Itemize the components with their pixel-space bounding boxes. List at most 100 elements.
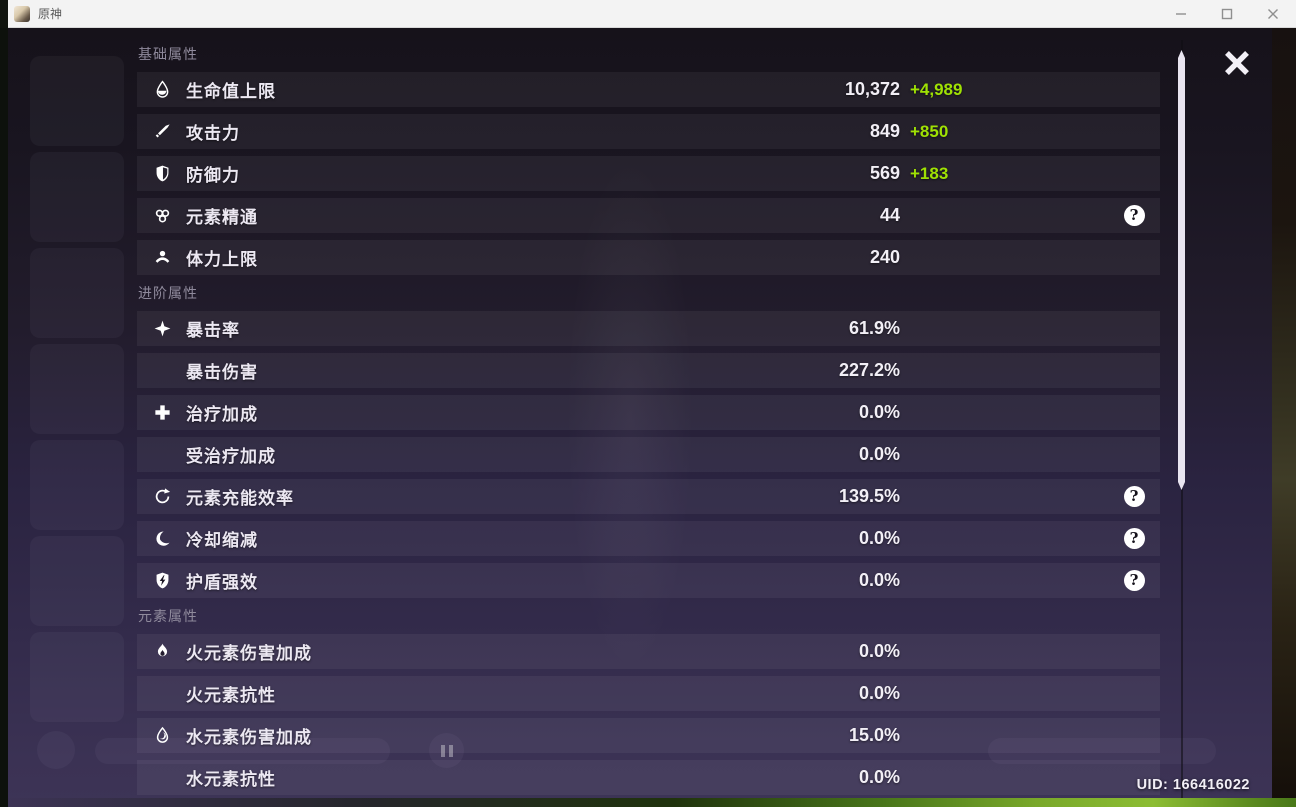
game-background — [8, 28, 1296, 807]
no-icon — [151, 444, 173, 466]
uid-label: UID: 166416022 — [1136, 777, 1250, 793]
crit-rate-icon — [151, 318, 173, 340]
stat-label: 元素精通 — [186, 208, 258, 227]
no-icon — [151, 360, 173, 382]
background-avatar-card — [30, 248, 124, 338]
stat-row: 元素精通 44 ? — [137, 198, 1160, 233]
atk-icon — [151, 121, 173, 143]
stat-value: 139.5% — [838, 486, 900, 506]
close-icon — [1225, 51, 1249, 75]
stat-value: 0.0% — [858, 402, 900, 422]
stat-label: 治疗加成 — [186, 405, 258, 424]
window-close-icon — [1268, 8, 1278, 19]
stat-value: 0.0% — [858, 641, 900, 661]
background-avatar-card — [30, 632, 124, 722]
stat-value: 0.0% — [858, 683, 900, 703]
stat-label: 攻击力 — [186, 124, 240, 143]
stat-label: 元素充能效率 — [186, 489, 294, 508]
stat-value: 61.9% — [848, 318, 900, 338]
maximize-icon — [1221, 8, 1233, 19]
section-base-rows: 生命值上限 10,372 +4,989 攻击力 849 +850 防御力 569… — [137, 72, 1160, 275]
background-avatar-card — [30, 344, 124, 434]
stat-label: 暴击率 — [186, 321, 240, 340]
background-avatar-card — [30, 56, 124, 146]
background-avatar-card — [30, 152, 124, 242]
no-icon — [151, 683, 173, 705]
stat-row: 攻击力 849 +850 — [137, 114, 1160, 149]
stat-row: 体力上限 240 — [137, 240, 1160, 275]
hydro-icon — [151, 725, 173, 747]
stat-row: 冷却缩减 0.0% ? — [137, 521, 1160, 556]
stamina-icon — [151, 247, 173, 269]
section-title-base: 基础属性 — [138, 46, 198, 62]
help-icon[interactable]: ? — [1123, 486, 1145, 507]
stat-value: 227.2% — [838, 360, 900, 380]
stat-label: 冷却缩减 — [186, 531, 258, 550]
stat-value: 849 — [869, 121, 900, 141]
stat-row: 防御力 569 +183 — [137, 156, 1160, 191]
app-icon — [14, 5, 30, 22]
window-close-button[interactable] — [1250, 0, 1296, 28]
left-edge-strip — [0, 28, 8, 807]
background-button — [37, 731, 75, 769]
elemental-mastery-icon — [151, 205, 173, 227]
stat-bonus: +850 — [910, 121, 949, 141]
stat-row: 护盾强效 0.0% ? — [137, 563, 1160, 598]
stat-value: 15.0% — [848, 725, 900, 745]
stat-label: 生命值上限 — [186, 82, 276, 101]
no-icon — [151, 767, 173, 789]
stat-row: 火元素抗性 0.0% — [137, 676, 1160, 711]
help-icon[interactable]: ? — [1123, 528, 1145, 549]
stat-label: 暴击伤害 — [186, 363, 258, 382]
stat-row: 水元素伤害加成 15.0% — [137, 718, 1160, 753]
stat-value: 569 — [869, 163, 900, 183]
energy-recharge-icon — [151, 486, 173, 508]
stat-bonus: +4,989 — [910, 79, 963, 99]
section-title-advanced: 进阶属性 — [138, 285, 198, 301]
stat-row: 治疗加成 0.0% — [137, 395, 1160, 430]
minimize-icon — [1176, 12, 1186, 15]
help-icon[interactable]: ? — [1123, 570, 1145, 591]
background-pause-button — [429, 733, 464, 768]
section-title-elemental: 元素属性 — [138, 608, 198, 624]
stat-row: 暴击伤害 227.2% — [137, 353, 1160, 388]
attribute-details-panel: 基础属性 生命值上限 10,372 +4,989 攻击力 849 +850 防御… — [137, 28, 1160, 802]
maximize-button[interactable] — [1204, 0, 1250, 28]
stat-row: 火元素伤害加成 0.0% — [137, 634, 1160, 669]
scrollbar-thumb[interactable] — [1178, 50, 1185, 490]
minimize-button[interactable] — [1158, 0, 1204, 28]
stat-label: 水元素抗性 — [186, 770, 276, 789]
cooldown-icon — [151, 528, 173, 550]
stat-value: 0.0% — [858, 570, 900, 590]
window-title: 原神 — [38, 7, 63, 21]
hp-icon — [151, 79, 173, 101]
window-corner — [0, 0, 8, 28]
stat-label: 体力上限 — [186, 250, 258, 269]
background-character-silhouette — [545, 70, 715, 760]
background-slider — [95, 738, 390, 764]
window-titlebar: 原神 — [8, 0, 1296, 28]
stat-row: 生命值上限 10,372 +4,989 — [137, 72, 1160, 107]
stat-value: 44 — [879, 205, 900, 225]
def-icon — [151, 163, 173, 185]
stat-label: 受治疗加成 — [186, 447, 276, 466]
stat-row: 暴击率 61.9% — [137, 311, 1160, 346]
background-bar — [988, 738, 1216, 764]
stat-label: 护盾强效 — [186, 573, 258, 592]
stat-label: 水元素伤害加成 — [186, 728, 312, 747]
stat-value: 240 — [869, 247, 900, 267]
stat-value: 0.0% — [858, 444, 900, 464]
stat-row: 受治疗加成 0.0% — [137, 437, 1160, 472]
stat-value: 0.0% — [858, 767, 900, 787]
stat-label: 火元素伤害加成 — [186, 644, 312, 663]
close-button[interactable] — [1220, 46, 1254, 80]
stat-row: 水元素抗性 0.0% — [137, 760, 1160, 795]
world-grass-strip — [0, 798, 1296, 807]
help-icon[interactable]: ? — [1123, 205, 1145, 226]
background-avatar-card — [30, 536, 124, 626]
stat-bonus: +183 — [910, 163, 949, 183]
stat-value: 10,372 — [844, 79, 900, 99]
section-advanced-rows: 暴击率 61.9% 暴击伤害 227.2% 治疗加成 0.0% 受治疗加成 0.… — [137, 311, 1160, 598]
stat-value: 0.0% — [858, 528, 900, 548]
